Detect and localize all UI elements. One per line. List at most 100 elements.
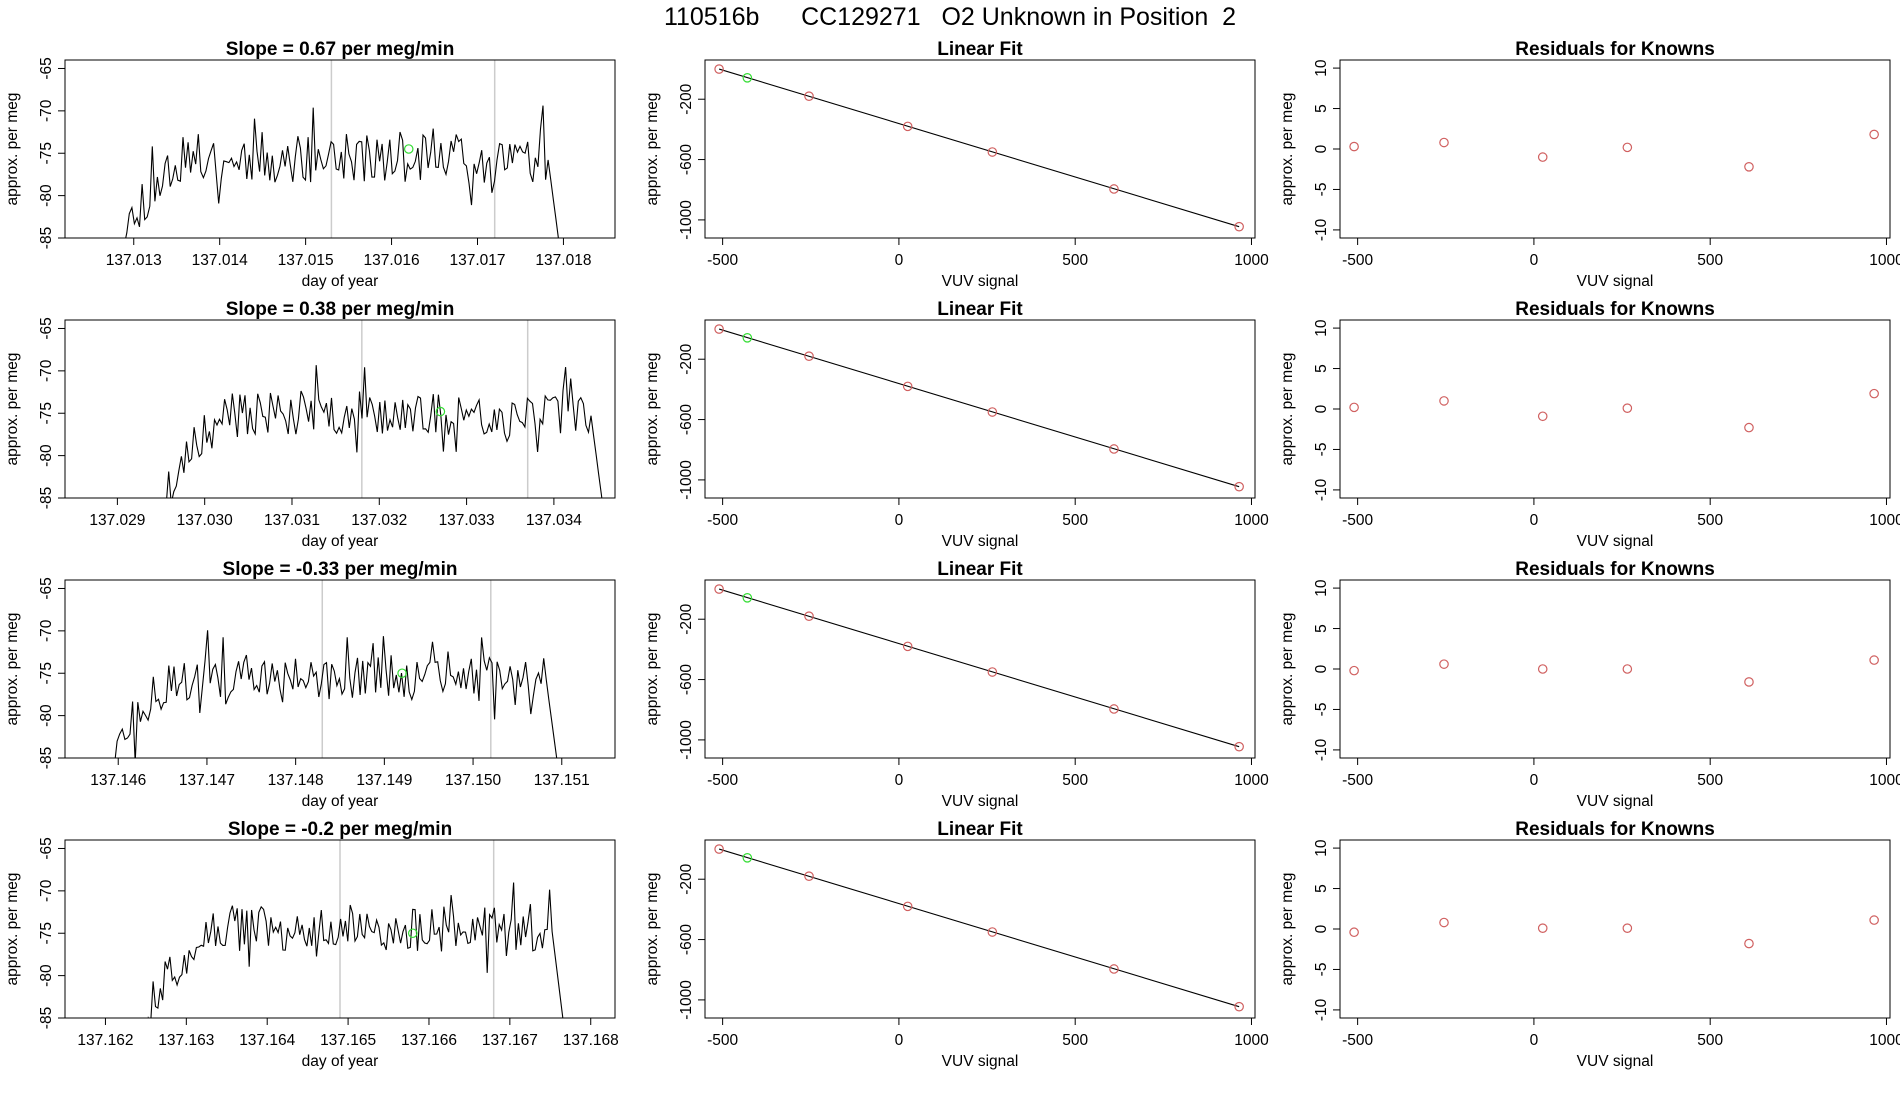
y-tick-label: 5 <box>1313 624 1330 633</box>
x-tick-label: 0 <box>1530 252 1539 269</box>
x-tick-label: 137.167 <box>482 1032 538 1049</box>
y-tick-label: -65 <box>38 57 55 79</box>
fit-line <box>718 68 1240 228</box>
x-tick-label: -500 <box>1342 1032 1373 1049</box>
known-point <box>1537 923 1548 933</box>
y-axis-label: approx. per meg <box>644 613 661 726</box>
plot-area <box>1349 655 1879 687</box>
unknown-point <box>742 73 753 83</box>
known-point <box>714 584 724 594</box>
y-tick-label: -5 <box>1313 703 1330 717</box>
y-tick-label: -75 <box>38 662 55 684</box>
known-point <box>1622 923 1633 933</box>
x-axis-label: day of year <box>302 533 379 550</box>
y-tick-label: -200 <box>678 863 695 894</box>
y-tick-label: -200 <box>678 603 695 634</box>
y-tick-label: -600 <box>678 924 695 955</box>
timeseries-panel-4: Slope = -0.2 per meg/min day of year appro… <box>4 819 619 1070</box>
x-tick-label: 137.016 <box>364 252 420 269</box>
x-tick-label: 1000 <box>1869 1032 1900 1049</box>
x-axis-label: VUV signal <box>942 273 1019 290</box>
known-point <box>1744 677 1754 687</box>
plot-frame <box>704 579 1256 759</box>
x-tick-label: 137.148 <box>268 772 324 789</box>
x-tick-label: 137.018 <box>535 252 591 269</box>
known-point <box>1537 664 1548 674</box>
timeseries-panel-1: Slope = 0.67 per meg/min day of year appro… <box>4 39 616 290</box>
y-tick-label: -600 <box>678 664 695 695</box>
known-point <box>1869 129 1879 140</box>
residuals-panel-2: Residuals for Knowns VUV signal approx. pe… <box>1279 299 1900 550</box>
x-tick-label: -500 <box>707 512 738 529</box>
x-axis-label: VUV signal <box>1577 533 1654 550</box>
x-tick-label: -500 <box>707 1032 738 1049</box>
y-tick-label: -600 <box>678 404 695 435</box>
x-tick-label: 137.166 <box>401 1032 457 1049</box>
timeseries-panel-2: Slope = 0.38 per meg/min day of year appro… <box>4 299 616 550</box>
y-tick-label: -5 <box>1313 443 1330 457</box>
known-point <box>1869 655 1879 665</box>
y-tick-label: -5 <box>1313 963 1330 977</box>
known-point <box>1109 444 1119 454</box>
figure-title: 110516b CC129271 O2 Unknown in Position … <box>663 3 1237 31</box>
unknown-point <box>742 592 753 603</box>
known-point <box>1109 184 1119 194</box>
plot-frame <box>64 59 616 239</box>
y-tick-label: -70 <box>38 359 55 382</box>
x-axis-label: VUV signal <box>942 793 1019 810</box>
known-point <box>1744 938 1754 949</box>
x-axis-label: VUV signal <box>1577 793 1654 810</box>
fit-line <box>718 848 1240 1008</box>
signal-trace <box>125 105 559 238</box>
x-tick-label: 137.031 <box>264 512 320 529</box>
linear-fit-panel-4: Linear Fit VUV signal approx. per meg -500 0… <box>644 819 1269 1070</box>
unknown-point <box>407 928 418 939</box>
x-tick-label: 137.015 <box>278 252 334 269</box>
x-tick-label: 137.151 <box>534 772 590 789</box>
y-tick-label: 10 <box>1313 579 1330 597</box>
x-tick-label: 0 <box>895 772 904 789</box>
plot-frame <box>704 319 1256 499</box>
y-tick-label: -10 <box>1313 478 1330 501</box>
x-tick-label: 1000 <box>1234 1032 1269 1049</box>
fit-line <box>718 328 1240 488</box>
plot-area <box>1349 129 1879 172</box>
residuals-panel-1: Residuals for Knowns VUV signal approx. pe… <box>1279 39 1900 290</box>
unknown-point <box>397 668 407 679</box>
x-tick-label: 500 <box>1062 772 1088 789</box>
plot-frame <box>64 839 616 1019</box>
y-tick-label: -85 <box>38 747 55 769</box>
x-axis-label: VUV signal <box>1577 1053 1654 1070</box>
unknown-point <box>742 332 753 343</box>
panel-title: Residuals for Knowns <box>1515 39 1715 60</box>
x-tick-label: -500 <box>1342 512 1373 529</box>
y-tick-label: -10 <box>1313 218 1330 241</box>
y-tick-label: -10 <box>1313 738 1330 761</box>
y-tick-label: -70 <box>38 99 55 122</box>
y-axis-label: approx. per meg <box>4 93 21 206</box>
panel-title: Residuals for Knowns <box>1515 559 1715 580</box>
known-point <box>987 927 998 937</box>
y-tick-label: -1000 <box>678 460 695 500</box>
plot-area <box>1349 915 1879 949</box>
linear-fit-panel-3: Linear Fit VUV signal approx. per meg -500 0… <box>644 559 1269 810</box>
known-point <box>804 91 814 102</box>
panel-title: Residuals for Knowns <box>1515 819 1715 840</box>
x-tick-label: -500 <box>1342 252 1373 269</box>
known-point <box>987 667 998 677</box>
panel-title: Slope = 0.38 per meg/min <box>226 299 455 320</box>
known-point <box>714 844 724 854</box>
y-tick-label: 10 <box>1313 59 1330 77</box>
y-tick-label: -200 <box>678 343 695 374</box>
plot-frame <box>1339 839 1891 1019</box>
known-point <box>1622 142 1633 153</box>
known-point <box>1109 704 1119 714</box>
plot-area <box>714 64 1244 232</box>
linear-fit-panel-1: Linear Fit VUV signal approx. per meg -500 0… <box>644 39 1269 290</box>
known-point <box>1234 221 1244 232</box>
y-axis-label: approx. per meg <box>1279 93 1296 206</box>
known-point <box>804 351 814 362</box>
signal-trace <box>163 365 603 498</box>
y-tick-label: -85 <box>38 227 55 249</box>
